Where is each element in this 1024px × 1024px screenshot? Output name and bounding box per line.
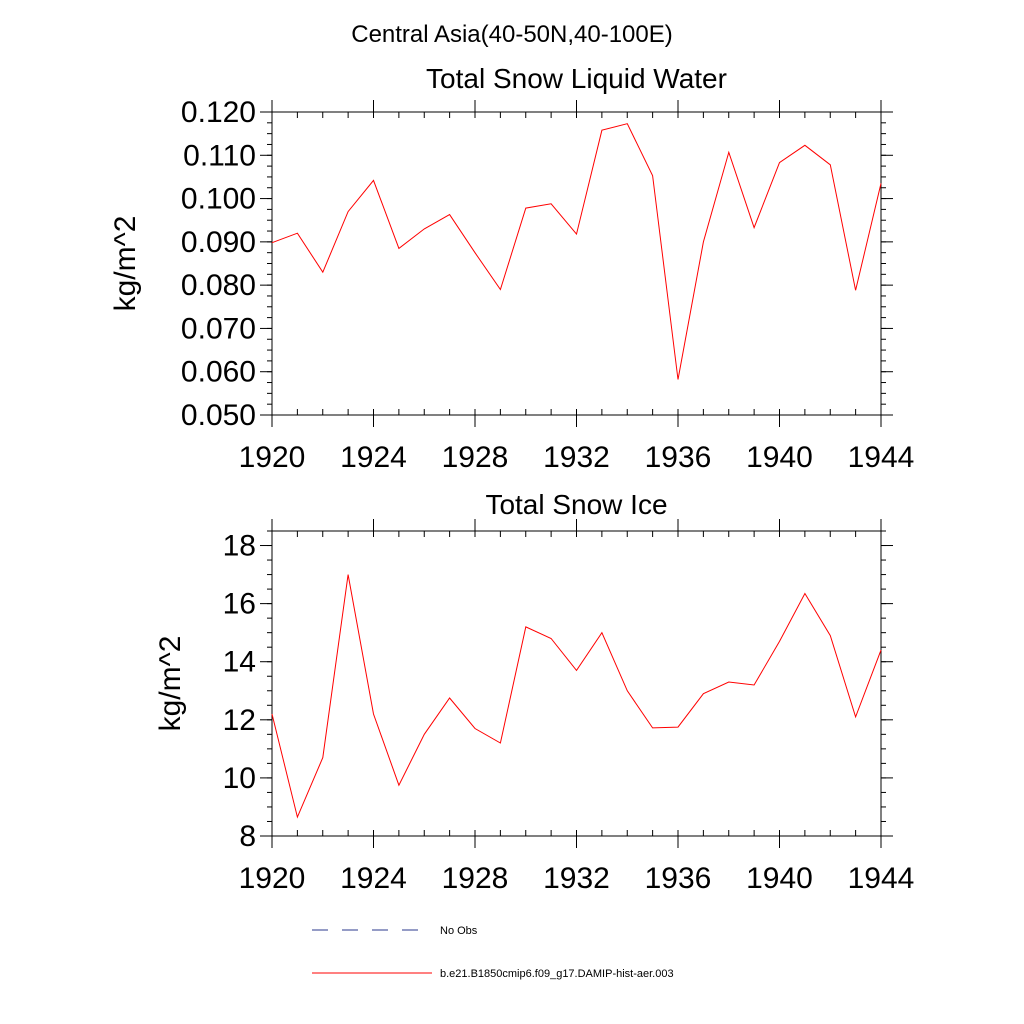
- x-tick-label: 1944: [848, 441, 915, 474]
- x-tick-label: 1944: [848, 862, 915, 895]
- y-tick-label: 8: [239, 820, 256, 853]
- y-tick-label: 10: [223, 762, 256, 795]
- series-line: [271, 123, 882, 380]
- legend-label-model-run: b.e21.B1850cmip6.f09_g17.DAMIP-hist-aer.…: [440, 968, 674, 980]
- plot-frame: [271, 530, 882, 837]
- legend: No Obs b.e21.B1850cmip6.f09_g17.DAMIP-hi…: [312, 925, 674, 980]
- series-line: [271, 574, 882, 819]
- x-tick-label: 1920: [239, 441, 306, 474]
- y-tick-label: 12: [223, 704, 256, 737]
- x-tick-label: 1936: [645, 441, 712, 474]
- y-tick-label: 0.120: [181, 96, 256, 129]
- y-tick-label: 0.080: [181, 269, 256, 302]
- x-tick-label: 1940: [746, 441, 813, 474]
- x-tick-label: 1940: [746, 862, 813, 895]
- y-tick-label: 0.090: [181, 226, 256, 259]
- y-tick-label: 0.050: [181, 399, 256, 432]
- y-tick-label: 0.070: [181, 312, 256, 345]
- x-tick-label: 1932: [543, 441, 610, 474]
- chart-title: Total Snow Ice: [485, 489, 667, 520]
- panel-snow-liquid-water: Total Snow Liquid Water 0.050 0.060 0.070 0.…: [109, 63, 914, 474]
- legend-label-no-obs: No Obs: [440, 925, 478, 937]
- y-tick-label: 0.060: [181, 356, 256, 389]
- plot-frame: [271, 111, 882, 416]
- y-axis-label: kg/m^2: [154, 636, 187, 732]
- x-tick-label: 1928: [442, 441, 509, 474]
- chart-title: Total Snow Liquid Water: [426, 63, 727, 94]
- x-tick-label: 1924: [340, 441, 407, 474]
- figure-suptitle: Central Asia(40-50N,40-100E): [351, 21, 673, 48]
- y-tick-label: 18: [223, 530, 256, 563]
- y-tick-label: 0.100: [181, 183, 256, 216]
- y-tick-label: 0.110: [183, 139, 256, 172]
- y-tick-label: 16: [223, 588, 256, 621]
- x-tick-label: 1928: [442, 862, 509, 895]
- x-tick-label: 1932: [543, 862, 610, 895]
- y-tick-label: 14: [223, 646, 256, 679]
- panel-snow-ice: Total Snow Ice 8 10 12 14 16 18 1920 1924 1928 193…: [154, 489, 914, 895]
- x-tick-label: 1924: [340, 862, 407, 895]
- x-tick-label: 1936: [645, 862, 712, 895]
- x-tick-label: 1920: [239, 862, 306, 895]
- y-axis-label: kg/m^2: [109, 216, 142, 312]
